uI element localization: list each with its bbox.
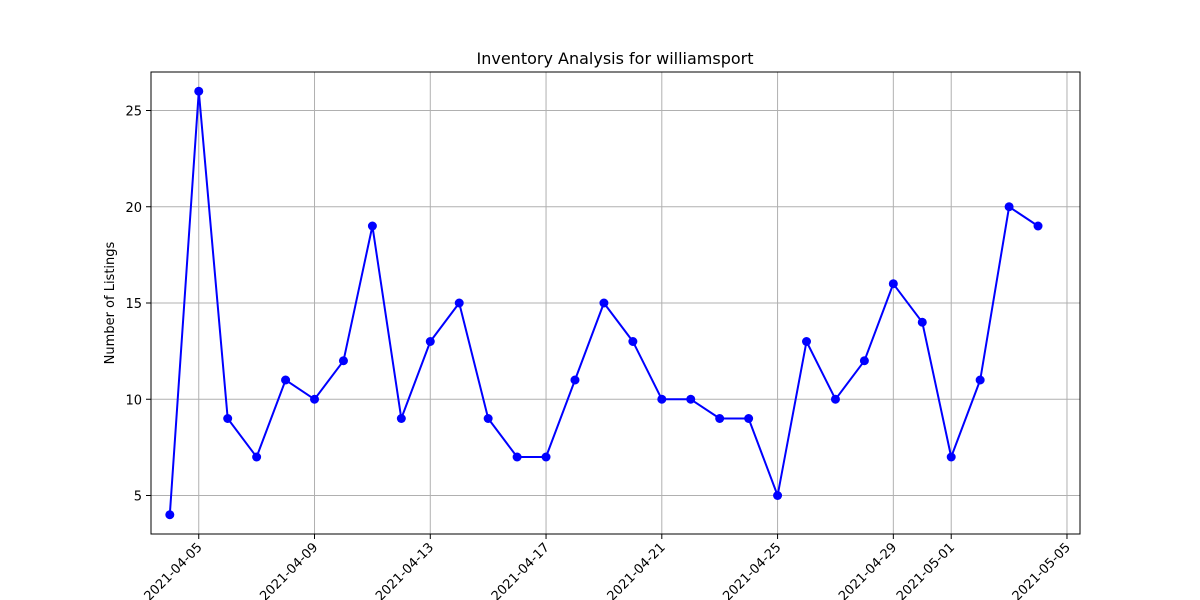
data-point bbox=[454, 298, 464, 308]
data-point bbox=[194, 86, 204, 96]
data-point bbox=[165, 510, 175, 520]
data-point bbox=[570, 375, 580, 385]
data-point bbox=[975, 375, 985, 385]
y-tick-label: 25 bbox=[125, 105, 142, 120]
data-point bbox=[917, 317, 927, 327]
y-axis: 5 10 15 20 25 bbox=[125, 105, 151, 505]
x-tick-label: 2021-04-13 bbox=[373, 540, 437, 600]
data-point bbox=[310, 394, 320, 404]
data-point bbox=[773, 491, 783, 500]
data-point bbox=[802, 337, 812, 346]
data-point bbox=[888, 279, 898, 289]
x-tick-label: 2021-04-09 bbox=[257, 540, 321, 600]
data-point bbox=[715, 414, 725, 423]
data-point bbox=[512, 452, 522, 462]
data-point bbox=[628, 337, 638, 346]
x-tick-label: 2021-04-21 bbox=[605, 540, 669, 600]
data-point bbox=[686, 394, 696, 404]
grid bbox=[151, 72, 1080, 534]
y-tick-label: 5 bbox=[134, 490, 142, 505]
data-point bbox=[1004, 202, 1014, 212]
data-point bbox=[946, 452, 956, 462]
data-point bbox=[281, 375, 291, 385]
y-tick-label: 20 bbox=[125, 201, 142, 216]
x-tick-label: 2021-04-25 bbox=[720, 540, 784, 600]
x-axis: 2021-04-05 2021-04-09 2021-04-13 2021-04-17… bbox=[142, 534, 1074, 600]
data-point bbox=[859, 356, 869, 366]
data-point bbox=[425, 337, 435, 346]
data-point bbox=[367, 221, 377, 231]
x-tick-label: 2021-04-05 bbox=[142, 540, 206, 600]
y-tick-label: 10 bbox=[125, 393, 142, 408]
x-tick-label: 2021-04-17 bbox=[489, 540, 553, 600]
data-point bbox=[1033, 221, 1043, 231]
data-point bbox=[483, 414, 493, 423]
data-point bbox=[223, 414, 233, 423]
data-point bbox=[338, 356, 348, 366]
chart-title: Inventory Analysis for williamsport bbox=[477, 49, 754, 68]
x-tick-label: 2021-05-01 bbox=[894, 540, 958, 600]
x-tick-label: 2021-04-29 bbox=[836, 540, 900, 600]
data-point bbox=[657, 394, 667, 404]
data-point bbox=[252, 452, 262, 462]
data-point bbox=[396, 414, 406, 423]
y-axis-title: Number of Listings bbox=[103, 241, 118, 364]
data-point bbox=[599, 298, 609, 308]
series-listings bbox=[165, 86, 1043, 520]
data-point bbox=[830, 394, 840, 404]
data-point bbox=[541, 452, 551, 462]
data-point bbox=[744, 414, 754, 423]
x-tick-label: 2021-05-05 bbox=[1010, 540, 1074, 600]
y-tick-label: 15 bbox=[125, 297, 142, 312]
